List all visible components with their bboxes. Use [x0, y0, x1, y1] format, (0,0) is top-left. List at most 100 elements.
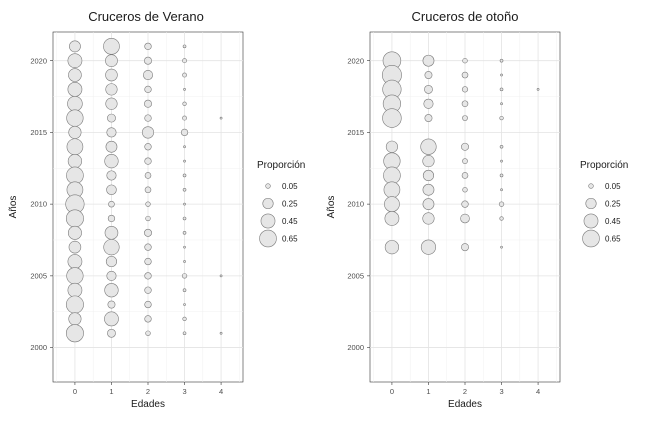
y-tick-label: 2000 — [347, 343, 364, 352]
data-point — [67, 82, 83, 97]
data-point — [183, 260, 186, 263]
data-point — [423, 98, 434, 109]
data-point — [384, 196, 400, 213]
x-tick-label: 1 — [109, 387, 113, 396]
data-point — [144, 186, 152, 194]
data-point — [500, 159, 503, 163]
data-point — [461, 142, 469, 151]
data-point — [219, 331, 223, 335]
data-point — [183, 159, 186, 163]
data-point — [536, 88, 540, 91]
legend-symbol — [583, 213, 599, 229]
data-point — [462, 187, 468, 193]
data-point — [219, 274, 223, 278]
legend: Proporción 0.05 0.25 0.45 0.65 — [257, 160, 305, 248]
data-point — [144, 172, 152, 179]
data-point — [106, 127, 117, 138]
y-tick-label: 2015 — [347, 128, 364, 137]
data-point — [144, 272, 152, 280]
legend-label: 0.45 — [605, 217, 621, 226]
x-tick-label: 0 — [73, 387, 77, 396]
legend-symbol — [582, 229, 600, 248]
data-point — [104, 153, 119, 169]
x-tick-label: 2 — [463, 387, 467, 396]
data-point — [182, 44, 187, 49]
x-tick-label: 2 — [146, 387, 150, 396]
data-point — [182, 115, 187, 121]
y-tick-label: 2015 — [30, 128, 47, 137]
data-point — [141, 126, 155, 139]
data-point — [499, 58, 504, 63]
data-point — [383, 181, 401, 199]
legend-label: 0.65 — [282, 235, 298, 244]
data-point — [500, 73, 503, 77]
data-point — [420, 239, 437, 255]
legend-symbol — [259, 229, 277, 248]
x-axis-label: Edades — [131, 399, 165, 410]
data-point — [145, 201, 151, 207]
data-point — [422, 183, 435, 196]
data-point — [105, 255, 118, 268]
data-point — [499, 87, 504, 92]
data-point — [182, 101, 187, 106]
data-point — [183, 145, 186, 149]
data-point — [181, 273, 188, 279]
legend-symbol — [265, 183, 271, 189]
legend-title: Proporción — [580, 160, 628, 171]
data-point — [105, 97, 118, 110]
data-point — [422, 212, 435, 225]
data-point — [424, 71, 433, 79]
data-point — [182, 173, 187, 178]
data-point — [144, 99, 152, 108]
data-point — [182, 72, 187, 78]
legend-label: 0.05 — [605, 182, 621, 191]
data-point — [68, 240, 82, 254]
data-point — [144, 114, 152, 122]
x-tick-label: 3 — [499, 387, 503, 396]
data-point — [182, 316, 187, 322]
data-point — [145, 330, 151, 336]
data-point — [498, 201, 505, 207]
data-point — [182, 216, 187, 221]
data-point — [103, 239, 120, 256]
data-point — [461, 71, 469, 79]
data-point — [106, 170, 117, 181]
data-point — [106, 270, 117, 281]
y-tick-label: 2010 — [347, 200, 364, 209]
data-point — [103, 38, 120, 55]
y-tick-label: 2005 — [30, 271, 47, 280]
y-tick-label: 2005 — [347, 271, 364, 280]
data-point — [107, 300, 116, 309]
data-point — [105, 83, 118, 96]
data-point — [460, 213, 470, 224]
legend-label: 0.45 — [282, 217, 298, 226]
data-point — [108, 200, 115, 208]
data-point — [422, 54, 435, 67]
data-point — [65, 209, 84, 228]
data-point — [65, 324, 84, 343]
data-point — [182, 288, 187, 292]
data-point — [67, 53, 83, 69]
legend-symbol — [260, 213, 276, 229]
x-tick-label: 0 — [390, 387, 394, 396]
data-point — [384, 240, 400, 255]
data-point — [144, 315, 152, 323]
data-point — [182, 188, 187, 192]
data-point — [143, 70, 154, 81]
data-point — [183, 202, 186, 206]
data-point — [67, 254, 83, 269]
chart-title: Cruceros de otoño — [412, 9, 519, 24]
data-point — [183, 303, 186, 306]
data-point — [384, 211, 400, 226]
data-point — [219, 116, 223, 120]
legend-label: 0.25 — [282, 200, 298, 209]
data-point — [461, 200, 469, 208]
data-point — [424, 85, 433, 94]
data-point — [68, 68, 82, 82]
data-point — [144, 300, 152, 309]
data-point — [105, 54, 118, 68]
legend-label: 0.05 — [282, 182, 298, 191]
data-point — [145, 215, 151, 222]
data-point — [499, 216, 504, 221]
